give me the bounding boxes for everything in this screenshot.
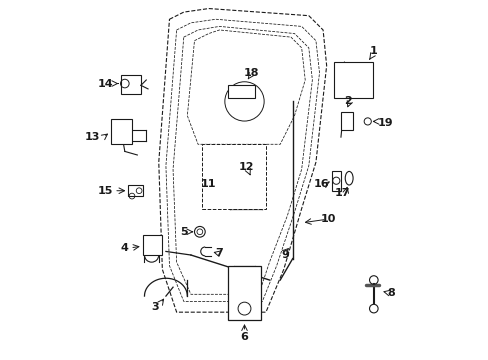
Text: 4: 4 <box>121 243 128 253</box>
Text: 2: 2 <box>344 96 351 107</box>
Text: 14: 14 <box>97 78 113 89</box>
Bar <box>331 171 340 191</box>
Bar <box>228 85 255 98</box>
Text: 11: 11 <box>201 179 216 189</box>
Bar <box>228 266 260 320</box>
Text: 5: 5 <box>180 227 187 237</box>
Text: 1: 1 <box>368 46 376 57</box>
Bar <box>121 75 141 94</box>
Text: 9: 9 <box>281 250 289 260</box>
Bar <box>142 235 162 255</box>
Bar <box>128 185 142 196</box>
Text: 18: 18 <box>244 68 259 78</box>
Bar <box>340 112 353 130</box>
Text: 17: 17 <box>334 188 350 198</box>
Bar <box>201 144 265 208</box>
Text: 16: 16 <box>313 179 328 189</box>
Text: 13: 13 <box>85 132 100 142</box>
Text: 3: 3 <box>151 302 159 312</box>
Text: 19: 19 <box>377 118 393 128</box>
Text: 15: 15 <box>97 186 113 196</box>
Text: 12: 12 <box>238 162 254 172</box>
Text: 8: 8 <box>386 288 394 297</box>
Text: 7: 7 <box>215 248 223 258</box>
Text: 10: 10 <box>320 214 335 224</box>
Bar <box>110 119 132 144</box>
Text: 6: 6 <box>240 332 248 342</box>
Bar <box>333 62 372 98</box>
